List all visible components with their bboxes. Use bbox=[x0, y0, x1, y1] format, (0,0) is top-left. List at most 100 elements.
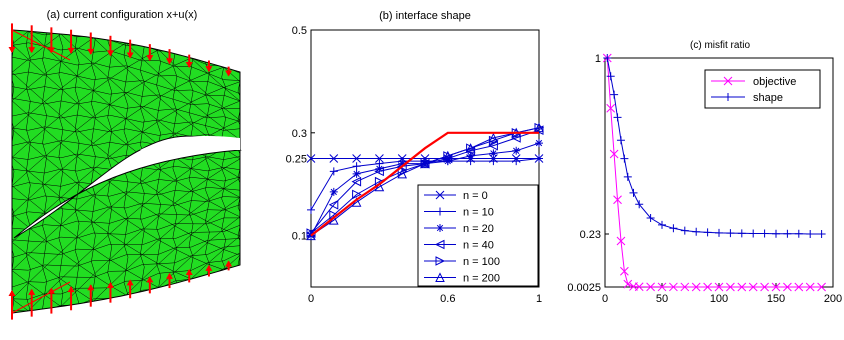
series-objective bbox=[602, 53, 826, 292]
data-point bbox=[714, 282, 724, 292]
data-point bbox=[606, 103, 616, 113]
data-point bbox=[623, 172, 632, 181]
traction-arrowhead-top bbox=[185, 62, 193, 69]
legend-marker bbox=[435, 190, 445, 200]
data-point bbox=[629, 188, 638, 197]
traction-arrowhead-bottom bbox=[106, 282, 114, 289]
data-point bbox=[620, 266, 629, 276]
data-point bbox=[489, 157, 498, 166]
panel-c-ticks: 0 50 100 150 200 0.0025 0.23 1 bbox=[567, 53, 842, 305]
data-point bbox=[691, 282, 701, 292]
legend-marker bbox=[434, 239, 445, 250]
x-tick-label: 0 bbox=[308, 293, 314, 305]
x-tick-label: 50 bbox=[656, 293, 668, 305]
data-point bbox=[511, 133, 521, 143]
data-point bbox=[329, 167, 338, 176]
data-point bbox=[620, 154, 629, 163]
traction-arrowhead-top bbox=[225, 70, 233, 77]
legend-label: n = 200 bbox=[463, 273, 500, 285]
data-point bbox=[703, 282, 712, 292]
traction-arrowhead-bottom bbox=[225, 260, 233, 267]
traction-arrows bbox=[8, 23, 233, 320]
panel-b: (b) interface shape 0 0.6 1 0.1 0.25 0.3 0.5 n… bbox=[286, 10, 545, 305]
data-point bbox=[794, 282, 804, 292]
traction-arrowhead-bottom bbox=[47, 287, 55, 294]
data-point bbox=[806, 230, 815, 238]
data-point bbox=[375, 154, 384, 163]
data-point bbox=[443, 157, 452, 166]
data-point bbox=[805, 282, 815, 292]
traction-arrowhead-bottom bbox=[28, 288, 36, 295]
data-point bbox=[616, 236, 626, 246]
data-point bbox=[512, 146, 521, 155]
data-point bbox=[397, 161, 407, 172]
data-point bbox=[658, 220, 666, 229]
data-point bbox=[535, 154, 543, 163]
data-point bbox=[489, 149, 498, 158]
legend-label: n = 10 bbox=[463, 207, 494, 219]
data-point bbox=[726, 229, 735, 238]
x-tick-label: 0.6 bbox=[440, 293, 455, 305]
data-point bbox=[783, 282, 792, 292]
traction-arrowhead-bottom bbox=[67, 286, 75, 293]
data-point bbox=[613, 195, 622, 205]
data-point bbox=[657, 282, 667, 292]
data-point bbox=[375, 164, 384, 173]
panel-c: (c) misfit ratio 0 50 100 150 200 0.0025 0.23 1… bbox=[567, 40, 842, 305]
data-point bbox=[680, 282, 690, 292]
traction-arrowhead-top bbox=[205, 66, 213, 73]
traction-arrowhead-top bbox=[146, 55, 154, 62]
traction-arrowhead-bottom bbox=[185, 268, 193, 275]
legend-label: objective bbox=[753, 76, 796, 88]
panel-b-legend: n = 0 n = 10 n = 20 n = 40 n = 100 n = 200 bbox=[417, 184, 539, 287]
traction-arrowhead-bottom bbox=[146, 276, 154, 283]
x-tick-label: 1 bbox=[536, 293, 542, 305]
data-point bbox=[609, 149, 619, 159]
data-point bbox=[760, 282, 769, 292]
traction-arrowhead-bottom bbox=[87, 284, 95, 291]
data-point bbox=[726, 282, 735, 292]
legend-label: n = 40 bbox=[463, 240, 494, 252]
legend-item: n = 0 bbox=[424, 190, 488, 202]
data-point bbox=[771, 282, 781, 292]
series-shape bbox=[603, 54, 826, 238]
data-point bbox=[634, 282, 644, 292]
legend-box bbox=[704, 69, 821, 109]
data-point bbox=[817, 230, 826, 238]
data-point bbox=[420, 158, 430, 169]
data-point bbox=[603, 54, 612, 62]
legend-label: shape bbox=[753, 92, 783, 104]
legend-label: n = 100 bbox=[463, 256, 500, 268]
data-point bbox=[442, 153, 453, 164]
data-point bbox=[352, 154, 361, 163]
data-point bbox=[352, 162, 361, 171]
data-point bbox=[646, 282, 655, 292]
data-point bbox=[465, 143, 476, 153]
panel-c-title: (c) misfit ratio bbox=[690, 40, 750, 51]
data-point bbox=[352, 189, 362, 200]
data-point bbox=[329, 154, 339, 163]
x-tick-label: 150 bbox=[767, 293, 785, 305]
data-point bbox=[646, 214, 655, 222]
data-point bbox=[680, 226, 689, 235]
data-point bbox=[465, 145, 476, 156]
data-point bbox=[306, 230, 316, 241]
data-point bbox=[623, 279, 633, 289]
data-point bbox=[610, 90, 619, 99]
data-point bbox=[669, 282, 678, 292]
data-point bbox=[613, 113, 622, 122]
panel-a-title: (a) current configuration x+u(x) bbox=[47, 9, 198, 21]
target-shape-line bbox=[310, 131, 539, 237]
legend-label: n = 0 bbox=[463, 190, 488, 202]
data-point bbox=[351, 176, 362, 187]
panel-b-ticks: 0 0.6 1 0.1 0.25 0.3 0.5 bbox=[286, 25, 542, 305]
y-tick-label: 1 bbox=[595, 53, 601, 65]
y-tick-label: 0.5 bbox=[292, 25, 307, 37]
legend-item: shape bbox=[711, 92, 783, 104]
legend-item: n = 20 bbox=[424, 223, 494, 235]
data-point bbox=[466, 143, 476, 154]
panel-b-plot bbox=[305, 122, 545, 241]
panel-b-title: (b) interface shape bbox=[379, 10, 471, 22]
load-envelope-top bbox=[11, 29, 71, 61]
data-point bbox=[488, 135, 499, 146]
